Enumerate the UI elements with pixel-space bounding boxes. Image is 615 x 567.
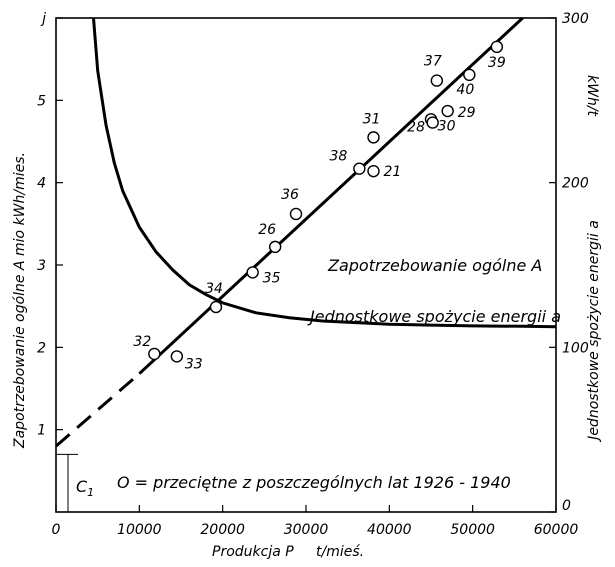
tick-marks bbox=[55, 17, 557, 513]
data-point-label: 34 bbox=[205, 281, 223, 297]
x-tick-label: 60000 bbox=[534, 522, 579, 538]
annotation-unit-consumption: Jednostkowe spożycie energii a bbox=[307, 307, 561, 326]
x-tick-label: 10000 bbox=[117, 522, 162, 538]
data-point-label: 32 bbox=[133, 334, 151, 350]
data-point-label: 26 bbox=[258, 222, 276, 238]
data-point-label: 28 bbox=[407, 119, 425, 135]
data-point bbox=[367, 131, 380, 144]
x-tick-label: 20000 bbox=[200, 522, 245, 538]
data-point-label: 39 bbox=[488, 55, 506, 71]
right-tick-labels: 0 100 200 300 bbox=[562, 11, 589, 514]
x-tick-labels: 0 10000 20000 30000 40000 50000 60000 bbox=[52, 522, 579, 538]
data-point bbox=[209, 300, 223, 314]
left-tick-label: 3 bbox=[37, 258, 46, 274]
x-axis-unit: t/mieś. bbox=[316, 544, 364, 560]
data-point-label: 33 bbox=[185, 356, 203, 372]
data-point-label: 31 bbox=[363, 111, 381, 127]
unit-consumption-curve bbox=[92, 17, 557, 329]
left-tick-label: 2 bbox=[37, 340, 46, 356]
left-tick-label: 4 bbox=[37, 176, 46, 192]
data-point-label: 35 bbox=[263, 270, 281, 286]
left-tick-label: 5 bbox=[37, 93, 46, 109]
left-tick-labels: 1 2 3 4 5 j bbox=[37, 11, 46, 439]
right-tick-label: 200 bbox=[562, 176, 589, 192]
right-axis-label: Jednostkowe spożycie energii a bbox=[586, 220, 602, 443]
left-tick-label: 1 bbox=[37, 423, 46, 439]
right-tick-label: 100 bbox=[562, 340, 589, 356]
data-point bbox=[430, 74, 444, 87]
left-axis-label: Zapotrzebowanie ogólne A mio kWh/mies. bbox=[12, 152, 28, 449]
c1-marker: C1 bbox=[56, 453, 94, 512]
x-tick-label: 0 bbox=[52, 522, 61, 538]
data-point bbox=[289, 207, 303, 221]
data-point-label: 36 bbox=[281, 187, 299, 203]
data-point-label: 38 bbox=[330, 149, 348, 165]
total-demand-line bbox=[138, 16, 524, 375]
annotation-total-demand: Zapotrzebowanie ogólne A bbox=[327, 256, 542, 275]
x-tick-label: 30000 bbox=[284, 522, 329, 538]
data-point bbox=[463, 68, 476, 82]
data-point bbox=[246, 266, 259, 279]
left-tick-label: j bbox=[40, 11, 46, 27]
right-axis-unit: kWh/t bbox=[584, 75, 600, 117]
right-tick-label: 300 bbox=[562, 11, 589, 27]
right-tick-label: 0 bbox=[562, 498, 571, 514]
data-point bbox=[490, 40, 504, 54]
data-point bbox=[353, 162, 366, 175]
data-point bbox=[367, 164, 380, 178]
total-demand-line-dashed bbox=[55, 372, 141, 448]
x-axis-label: Produkcja P bbox=[212, 544, 294, 560]
data-point bbox=[148, 347, 161, 361]
data-point bbox=[170, 350, 184, 363]
annotation-average-note: O = przeciętne z poszczególnych lat 1926… bbox=[117, 473, 511, 492]
data-point bbox=[441, 104, 454, 118]
c1-label: C1 bbox=[76, 477, 94, 499]
data-point-label: 21 bbox=[384, 164, 402, 180]
data-point-label: 37 bbox=[424, 54, 442, 70]
data-point-label: 30 bbox=[438, 119, 456, 135]
data-point bbox=[268, 240, 282, 254]
data-point-label: 29 bbox=[458, 105, 476, 121]
data-point bbox=[426, 116, 439, 129]
data-point-label: 40 bbox=[456, 82, 474, 98]
x-tick-label: 50000 bbox=[450, 522, 495, 538]
x-tick-label: 40000 bbox=[367, 522, 412, 538]
